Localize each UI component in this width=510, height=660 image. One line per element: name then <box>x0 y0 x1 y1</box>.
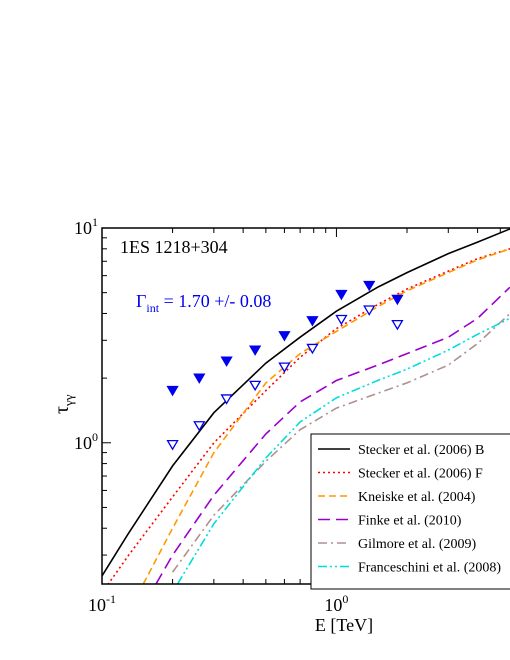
marker-open-2 <box>193 421 206 432</box>
marker-filled-9 <box>391 294 404 306</box>
marker-filled-5 <box>278 331 291 342</box>
tick-layer: 10-1 100 100 101 <box>74 215 501 615</box>
legend-label-1: Stecker et al. (2006) B <box>358 443 484 458</box>
y-tick-label: 100 <box>74 430 98 453</box>
marker-filled-7 <box>335 289 348 301</box>
marker-open-1 <box>166 440 179 451</box>
legend-label-2: Stecker et al. (2006) F <box>358 467 483 482</box>
legend-label-3: Kneiske et al. (2004) <box>358 490 476 505</box>
chart-title: 1ES 1218+304 <box>120 237 228 257</box>
plot-layer <box>102 228 510 584</box>
gamma-symbol: Γ <box>136 291 146 311</box>
legend-items: Stecker et al. (2006) B Stecker et al. (2… <box>318 443 501 576</box>
marker-filled-2 <box>193 373 206 384</box>
marker-filled-8 <box>363 280 376 292</box>
legend-box <box>310 433 510 590</box>
marker-filled-3 <box>220 356 233 367</box>
series-line-4 <box>155 286 510 584</box>
series-line-1 <box>102 228 510 577</box>
marker-open-5 <box>278 362 291 373</box>
marker-filled-4 <box>248 345 262 356</box>
x-axis-label: E [TeV] <box>315 615 373 635</box>
legend-label-5: Gilmore et al. (2009) <box>358 537 477 552</box>
x-tick-label: 10-1 <box>88 592 116 615</box>
marker-filled-1 <box>166 385 179 397</box>
series-line-3 <box>142 248 510 584</box>
marker-open-9 <box>391 319 404 331</box>
legend-label-4: Finke et al. (2010) <box>358 514 462 529</box>
y-axis-label: τγγ <box>51 394 76 414</box>
gamma-subscript: int <box>146 301 159 315</box>
y-axis-subscript: γγ <box>61 394 76 407</box>
series-group <box>102 228 510 584</box>
gamma-annotation: Γint = 1.70 +/- 0.08 <box>136 291 271 315</box>
marker-open-8 <box>363 305 376 316</box>
legend-label-6: Franceschini et al. (2008) <box>358 561 501 576</box>
series-line-5 <box>171 312 510 573</box>
marker-open-6 <box>306 343 319 355</box>
y-axis-symbol: τ <box>51 406 73 414</box>
marker-filled-6 <box>306 316 319 327</box>
marker-open-3 <box>220 394 233 405</box>
y-tick-label: 101 <box>74 215 98 238</box>
legend: Stecker et al. (2006) B Stecker et al. (2… <box>310 433 510 590</box>
gamma-value: = 1.70 +/- 0.08 <box>159 291 271 311</box>
series-line-6 <box>176 317 510 584</box>
marker-open-7 <box>335 314 348 326</box>
x-tick-label: 100 <box>324 592 348 615</box>
marker-open-4 <box>248 380 262 392</box>
